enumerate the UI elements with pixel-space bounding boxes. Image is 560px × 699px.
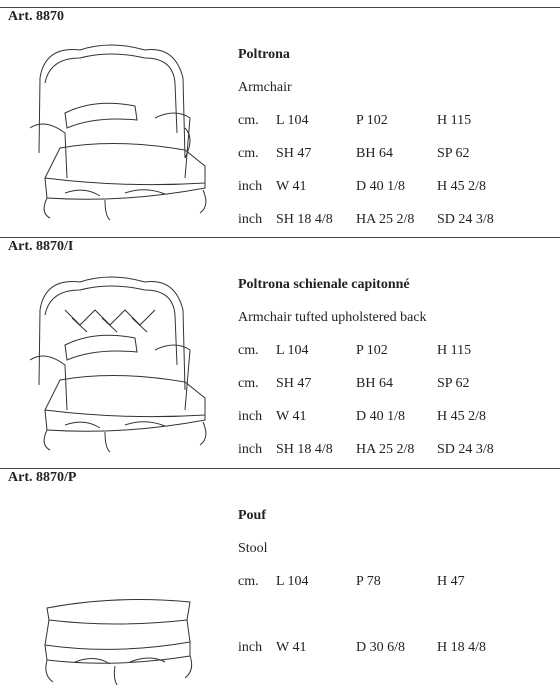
dimension-value: BH 64 <box>356 146 393 161</box>
product-title: Pouf <box>238 508 266 523</box>
dimension-value: W 41 <box>276 640 307 655</box>
dimension-value: P 102 <box>356 343 388 358</box>
dimension-value: W 41 <box>276 409 307 424</box>
article-number: Art. 8870 <box>8 9 64 24</box>
dimension-value: W 41 <box>276 179 307 194</box>
unit-label: cm. <box>238 113 259 128</box>
unit-label: cm. <box>238 146 259 161</box>
product-title: Poltrona schienale capitonné <box>238 277 410 292</box>
armchair-drawing <box>29 44 207 221</box>
unit-label: inch <box>238 179 263 194</box>
dimension-value: H 18 4/8 <box>437 640 486 655</box>
dimension-value: SH 47 <box>276 376 312 391</box>
unit-label: cm. <box>238 574 259 589</box>
dimension-value: HA 25 2/8 <box>356 442 415 457</box>
unit-label: inch <box>238 442 263 457</box>
dimension-value: L 104 <box>276 113 309 128</box>
product-subtitle: Stool <box>238 541 268 556</box>
dimension-value: H 47 <box>437 574 465 589</box>
pouf-drawing <box>44 599 193 686</box>
product-subtitle: Armchair <box>238 80 292 95</box>
dimension-value: D 30 6/8 <box>356 640 405 655</box>
product-subtitle: Armchair tufted upholstered back <box>238 310 427 325</box>
dimension-value: H 115 <box>437 343 472 358</box>
dimension-value: L 104 <box>276 343 309 358</box>
section-rule <box>0 7 560 8</box>
section-rule <box>0 468 560 469</box>
dimension-value: H 45 2/8 <box>437 409 486 424</box>
dimension-value: D 40 1/8 <box>356 409 405 424</box>
dimension-value: P 102 <box>356 113 388 128</box>
section-rule <box>0 237 560 238</box>
tufted-armchair-drawing <box>29 276 207 453</box>
article-number: Art. 8870/I <box>8 239 74 254</box>
unit-label: inch <box>238 409 263 424</box>
dimension-value: SH 47 <box>276 146 312 161</box>
dimension-value: BH 64 <box>356 376 393 391</box>
dimension-value: L 104 <box>276 574 309 589</box>
dimension-value: HA 25 2/8 <box>356 212 415 227</box>
product-title: Poltrona <box>238 47 290 62</box>
dimension-value: H 115 <box>437 113 472 128</box>
dimension-value: D 40 1/8 <box>356 179 405 194</box>
dimension-value: SD 24 3/8 <box>437 212 494 227</box>
article-number: Art. 8870/P <box>8 470 77 485</box>
unit-label: cm. <box>238 376 259 391</box>
dimension-value: H 45 2/8 <box>437 179 486 194</box>
unit-label: inch <box>238 212 263 227</box>
dimension-value: SP 62 <box>437 146 470 161</box>
dimension-value: SD 24 3/8 <box>437 442 494 457</box>
unit-label: inch <box>238 640 263 655</box>
dimension-value: SH 18 4/8 <box>276 212 333 227</box>
dimension-value: SH 18 4/8 <box>276 442 333 457</box>
dimension-value: SP 62 <box>437 376 470 391</box>
dimension-value: P 78 <box>356 574 381 589</box>
unit-label: cm. <box>238 343 259 358</box>
